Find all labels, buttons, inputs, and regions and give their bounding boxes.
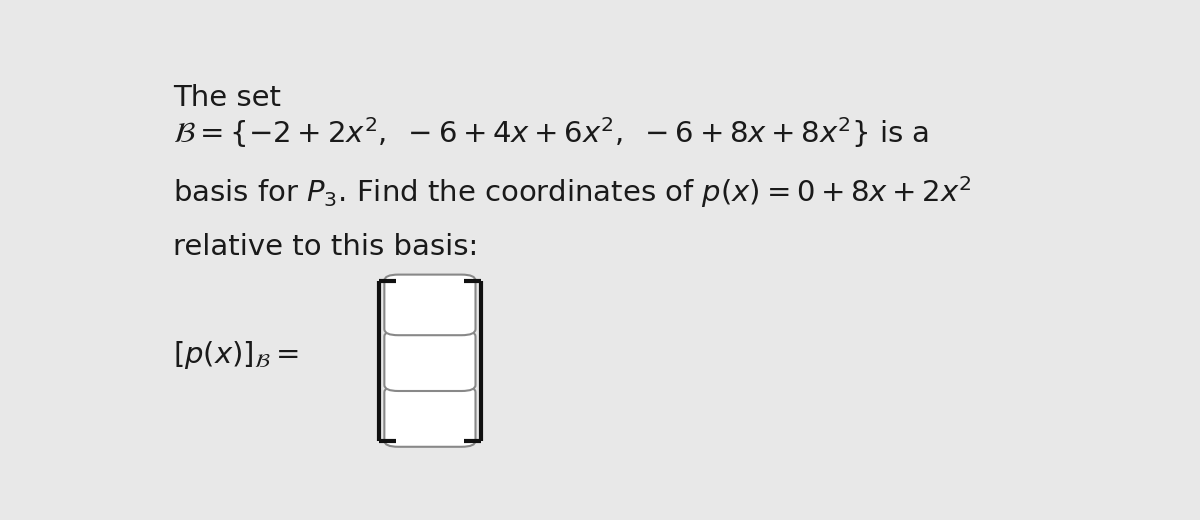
FancyBboxPatch shape (384, 330, 475, 391)
FancyBboxPatch shape (384, 386, 475, 447)
Text: basis for $P_3$. Find the coordinates of $p(x) = 0 + 8x + 2x^2$: basis for $P_3$. Find the coordinates of… (173, 175, 972, 211)
Text: The set: The set (173, 84, 281, 112)
FancyBboxPatch shape (384, 275, 475, 335)
Text: $[p(x)]_{\mathcal{B}} =$: $[p(x)]_{\mathcal{B}} =$ (173, 339, 299, 371)
Text: relative to this basis:: relative to this basis: (173, 232, 479, 261)
Text: $\mathcal{B} = \{-2 + 2x^2, \ -6 + 4x + 6x^2, \ -6 + 8x + 8x^2\}$ is a: $\mathcal{B} = \{-2 + 2x^2, \ -6 + 4x + … (173, 115, 929, 150)
